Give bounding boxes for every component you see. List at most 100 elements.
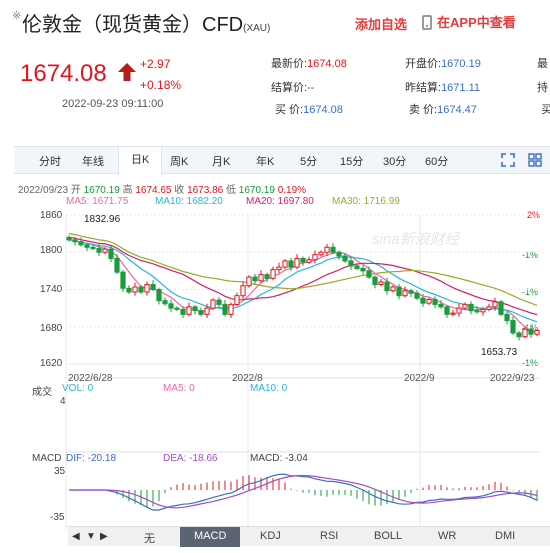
candle (162, 300, 168, 305)
candle (126, 287, 132, 293)
candle (510, 320, 516, 334)
candle (474, 310, 480, 313)
candle (354, 265, 360, 269)
pct-tick: 2% (527, 210, 541, 220)
quote-last: 最新价:1674.08 (271, 58, 347, 70)
y-tick: 1620 (40, 358, 63, 369)
grid-view-icon[interactable] (528, 153, 542, 167)
ma10-label: MA10: 1682.20 (155, 196, 223, 207)
candle (282, 260, 288, 268)
indicator-wr[interactable]: WR (438, 530, 457, 542)
exchange-code: (XAU) (243, 23, 271, 34)
candle (252, 276, 258, 282)
indicator-macd[interactable]: MACD (180, 527, 241, 547)
header: ※ 伦敦金（现货黄金）CFD(XAU) 添加自选 在APP中查看 (0, 0, 550, 50)
candle (222, 303, 228, 315)
tab-15min[interactable]: 15分 (340, 156, 364, 168)
candle (204, 307, 210, 315)
tab-30min[interactable]: 30分 (383, 156, 407, 168)
tab-5min[interactable]: 5分 (300, 156, 318, 168)
candle (174, 307, 180, 310)
add-watchlist-button[interactable]: 添加自选 (355, 17, 408, 32)
page-title: 伦敦金（现货黄金）CFD(XAU) (22, 14, 271, 36)
candle (168, 303, 174, 309)
macd-title: MACD (32, 453, 62, 464)
candle (360, 267, 366, 272)
candle (96, 248, 102, 253)
quote-timestamp: 2022-09-23 09:11:00 (62, 98, 164, 110)
candle (306, 259, 312, 263)
candle (486, 306, 492, 310)
candle (288, 260, 294, 268)
indicator-boll[interactable]: BOLL (374, 530, 403, 542)
candle (156, 289, 162, 302)
tab-daily-k[interactable]: 日K (118, 147, 163, 175)
candle (468, 303, 474, 312)
price-change: +2.97 (140, 57, 171, 71)
candle (102, 248, 108, 253)
x-tick: 2022/6/28 (68, 373, 113, 384)
volume-ma5: MA5: 0 (163, 383, 195, 394)
y-tick: 1680 (40, 323, 63, 334)
candle (186, 306, 192, 315)
candle (396, 286, 402, 297)
candle (258, 274, 264, 282)
macd-dif-line (69, 473, 538, 511)
candle (228, 303, 234, 315)
candle (276, 266, 282, 271)
candle (114, 257, 120, 273)
quote-settle: 结算价:-- (271, 82, 315, 94)
candle (78, 241, 84, 246)
indicator-rsi[interactable]: RSI (320, 530, 339, 542)
ma10-line (68, 239, 538, 323)
candle (138, 286, 144, 293)
nav-prev-icon[interactable]: ▼ (86, 531, 96, 542)
candle (402, 290, 408, 297)
nav-first-icon[interactable]: ◀ (72, 531, 80, 542)
pct-tick: -1% (522, 287, 539, 297)
tab-intraday[interactable]: 分时 (39, 156, 61, 168)
volume-ma10: MA10: 0 (250, 383, 288, 394)
candle (192, 306, 198, 312)
indicator-none[interactable]: 无 (144, 533, 155, 545)
watermark: sina新浪财经 (372, 231, 462, 248)
candle (120, 271, 126, 289)
nav-next-icon[interactable]: ▶ (100, 531, 108, 542)
macd-dea: DEA: -18.66 (163, 453, 218, 464)
symbol-mark: ※ (12, 10, 22, 22)
indicator-kdj[interactable]: KDJ (260, 530, 281, 542)
candle (324, 246, 330, 253)
tab-monthly-k[interactable]: 月K (212, 156, 231, 168)
price-change-pct: +0.18% (140, 78, 182, 92)
indicator-dmi[interactable]: DMI (495, 530, 516, 542)
ma30-label: MA30: 1716.99 (332, 196, 400, 207)
tab-yearly-k[interactable]: 年K (256, 156, 275, 168)
candle (372, 276, 378, 286)
quote-prev-settle: 昨结算:1671.11 (405, 82, 481, 94)
period-tabs: 分时 年线 日K 周K 月K 年K 5分 15分 30分 60分 (14, 146, 550, 175)
candle (90, 246, 96, 250)
tab-weekly-k[interactable]: 周K (170, 156, 189, 168)
fullscreen-icon[interactable] (501, 153, 515, 167)
candle (504, 313, 510, 322)
ma20-line (68, 236, 538, 316)
candle (492, 301, 498, 308)
candle (420, 297, 426, 304)
open-app-button[interactable]: 在APP中查看 (422, 12, 516, 31)
ma20-label: MA20: 1697.80 (246, 196, 314, 207)
volume-axis: 4 (60, 396, 66, 407)
x-tick: 2022/9 (404, 373, 435, 384)
candle (348, 260, 354, 267)
y-tick: 1800 (40, 245, 63, 256)
tab-60min[interactable]: 60分 (425, 156, 449, 168)
candle (534, 329, 540, 335)
candle (450, 312, 456, 315)
tab-year-line[interactable]: 年线 (82, 156, 104, 168)
candle (108, 248, 114, 259)
candle (150, 284, 156, 290)
candle (72, 239, 78, 243)
candle (390, 286, 396, 292)
candle (330, 246, 336, 253)
x-tick: 2022/8 (232, 373, 263, 384)
